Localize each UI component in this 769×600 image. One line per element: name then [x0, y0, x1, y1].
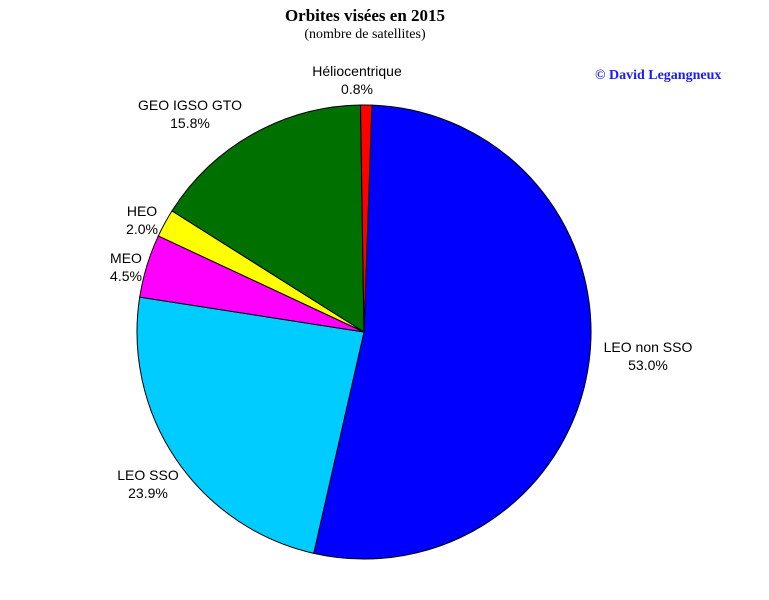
slice-label-h-liocentrique: Héliocentrique	[312, 63, 402, 79]
slice-value-leo-non-sso: 53.0%	[628, 357, 668, 373]
chart-subtitle: (nombre de satellites)	[304, 27, 426, 42]
slice-label-leo-non-sso: LEO non SSO	[604, 339, 693, 355]
pie-slice-geo-igso-gto	[171, 104, 365, 333]
slice-label-geo-igso-gto: GEO IGSO GTO	[138, 97, 242, 113]
slice-label-leo-sso: LEO SSO	[117, 467, 179, 483]
slice-label-heo: HEO	[127, 203, 157, 219]
pie-slice-leo-non-sso	[313, 104, 592, 560]
pie-slice-h-liocentrique	[360, 104, 373, 333]
slice-value-heo: 2.0%	[126, 221, 158, 237]
slice-value-h-liocentrique: 0.8%	[341, 81, 373, 97]
chart-title: Orbites visées en 2015	[284, 6, 446, 25]
slice-label-meo: MEO	[110, 250, 142, 266]
slice-value-geo-igso-gto: 15.8%	[170, 115, 210, 131]
pie-slice-leo-sso	[136, 296, 365, 554]
slice-value-leo-sso: 23.9%	[128, 485, 168, 501]
slice-value-meo: 4.5%	[110, 268, 142, 284]
copyright-notice: © David Legangneux	[595, 68, 722, 83]
